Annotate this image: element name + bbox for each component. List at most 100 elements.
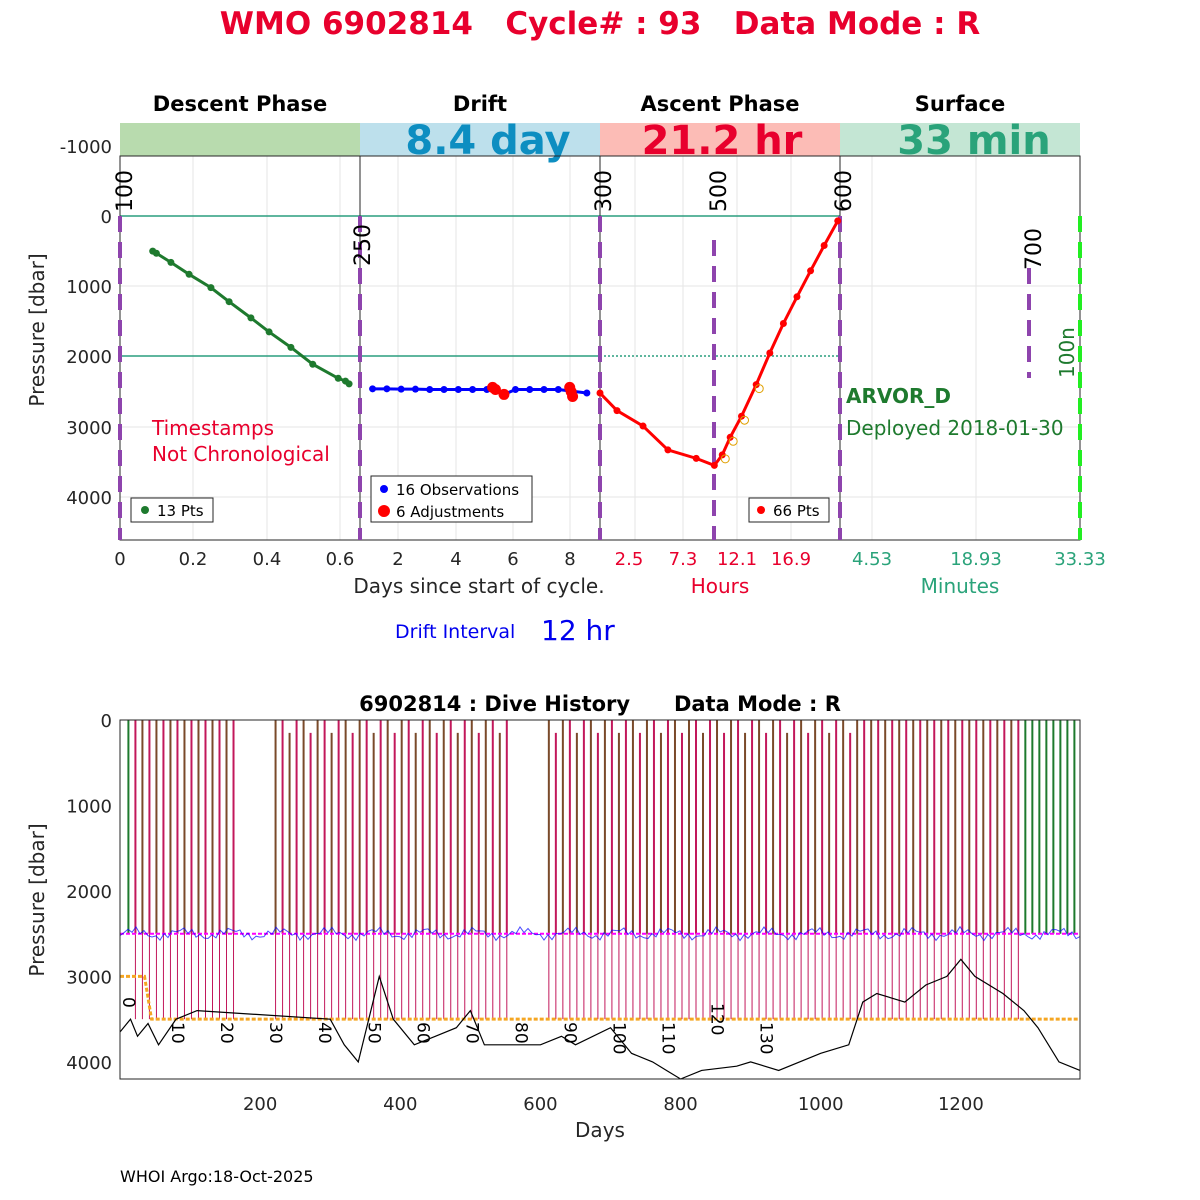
ascent-point-11 — [779, 319, 787, 327]
band-descent — [120, 123, 360, 156]
drift-observation-15 — [583, 389, 591, 397]
drift-observation-4 — [426, 386, 434, 394]
drift-observation-3 — [411, 385, 419, 393]
drift-legend-adj: 6 Adjustments — [396, 503, 504, 521]
xtick-ascent-3: 16.9 — [771, 549, 811, 570]
drift-observation-7 — [469, 386, 477, 394]
cycle-label-10: 10 — [167, 1022, 187, 1044]
xtick-drift-2: 6 — [507, 549, 518, 570]
event-markers — [118, 216, 1031, 540]
ascent-legend: 66 Pts — [748, 497, 830, 523]
cycle-label-0: 0 — [118, 997, 138, 1008]
descent-point-10 — [334, 374, 342, 382]
descent-point-2 — [167, 258, 175, 266]
ascent-point-8 — [738, 412, 746, 420]
drift-observation-11 — [511, 386, 519, 394]
bottom-xtick-0: 200 — [243, 1094, 277, 1115]
ytick-1000: 1000 — [66, 277, 112, 298]
xtick-surface-1: 18.93 — [950, 549, 1002, 570]
drift-observation-6 — [454, 386, 462, 394]
ytick-4000: 4000 — [66, 488, 112, 509]
ascent-flag-7 — [728, 436, 738, 446]
cycle-label-80: 80 — [510, 1022, 530, 1044]
ytick-neg1000: -1000 — [60, 137, 112, 158]
bottom-ytick-4: 4000 — [66, 1053, 112, 1074]
xtick-descent-0: 0 — [114, 549, 125, 570]
footer-credit: WHOI Argo:18-Oct-2025 — [120, 1167, 314, 1186]
cycle-label-120: 120 — [707, 1003, 727, 1035]
bottom-ytick-2: 2000 — [66, 882, 112, 903]
timestamp-note-2: Not Chronological — [152, 442, 330, 466]
bottom-ylabel: Pressure [dbar] — [25, 823, 49, 976]
bottom-ytick-3: 3000 — [66, 967, 112, 988]
surface-duration: 33 min — [897, 118, 1050, 164]
marker-300: 300 — [592, 170, 617, 212]
xtick-ascent-1: 7.3 — [669, 549, 698, 570]
drift-interval-label: Drift Interval — [395, 621, 515, 643]
cycle-label-110: 110 — [658, 1022, 678, 1054]
cycle-label-40: 40 — [314, 1022, 334, 1044]
descent-point-4 — [207, 284, 215, 292]
marker-100n: 100n — [1055, 327, 1079, 378]
marker-700: 700 — [1022, 228, 1047, 270]
descent-point-3 — [185, 270, 193, 278]
descent-point-6 — [247, 314, 255, 322]
band-surface — [840, 123, 1080, 156]
ytick-2000: 2000 — [66, 347, 112, 368]
bottom-series — [119, 720, 1081, 1080]
top-grid — [120, 156, 1080, 540]
descent-legend-label: 13 Pts — [157, 502, 204, 520]
descent-legend: 13 Pts — [130, 497, 214, 523]
ascent-point-13 — [807, 267, 815, 275]
page-title: WMO 6902814 Cycle# : 93 Data Mode : R — [220, 6, 981, 42]
drift-interval-value: 12 hr — [541, 614, 615, 647]
top-ylabel: Pressure [dbar] — [25, 253, 49, 406]
ytick-0: 0 — [101, 207, 112, 228]
ascent-duration: 21.2 hr — [642, 118, 803, 164]
descent-point-1 — [152, 249, 160, 257]
phase-title-drift: Drift — [453, 92, 507, 116]
band-drift — [360, 123, 600, 156]
ascent-flag-6 — [720, 454, 730, 464]
bottom-ticks: 200 400 600 800 1000 1200 0 1000 2000 3000 4000 0 10… — [66, 711, 984, 1115]
bottom-ytick-1: 1000 — [66, 796, 112, 817]
marker-600: 600 — [832, 170, 857, 212]
marker-250: 250 — [351, 224, 376, 266]
drift-observation-2 — [397, 385, 405, 393]
drift-observation-14 — [554, 386, 562, 394]
ascent-legend-label: 66 Pts — [773, 502, 820, 520]
ascent-point-1 — [613, 407, 621, 415]
descent-point-8 — [287, 343, 295, 351]
bathymetry-line — [119, 958, 1081, 1080]
ytick-3000: 3000 — [66, 418, 112, 439]
ascent-point-2 — [639, 422, 647, 430]
max-pressure-line — [120, 974, 1080, 1021]
cycle-label-100: 100 — [609, 1022, 629, 1054]
ascent-point-3 — [664, 446, 672, 454]
drift-observation-12 — [526, 386, 534, 394]
ascent-flag-9 — [754, 384, 764, 394]
bottom-xtick-2: 600 — [523, 1094, 557, 1115]
descent-point-12 — [345, 380, 353, 388]
top-series — [149, 217, 842, 469]
xlabel-days: Days since start of cycle. — [353, 574, 604, 598]
descent-point-5 — [225, 298, 233, 306]
xtick-ascent-2: 12.1 — [717, 549, 757, 570]
ascent-profile-line — [598, 220, 840, 468]
cycle-label-60: 60 — [412, 1022, 432, 1044]
bottom-xlabel: Days — [575, 1118, 625, 1142]
bottom-xtick-1: 400 — [383, 1094, 417, 1115]
descent-point-7 — [265, 328, 273, 336]
bottom-xtick-4: 1000 — [798, 1094, 844, 1115]
cycle-label-90: 90 — [559, 1022, 579, 1044]
ascent-point-9 — [752, 381, 760, 389]
timestamp-note-1: Timestamps — [151, 416, 274, 440]
ascent-point-4 — [692, 454, 700, 462]
bottom-xtick-3: 800 — [663, 1094, 697, 1115]
drift-legend: 16 Observations 6 Adjustments — [370, 475, 533, 523]
cycle-label-30: 30 — [265, 1022, 285, 1044]
ascent-point-14 — [820, 242, 828, 250]
phase-title-ascent: Ascent Phase — [641, 92, 800, 116]
drift-observation-5 — [440, 386, 448, 394]
